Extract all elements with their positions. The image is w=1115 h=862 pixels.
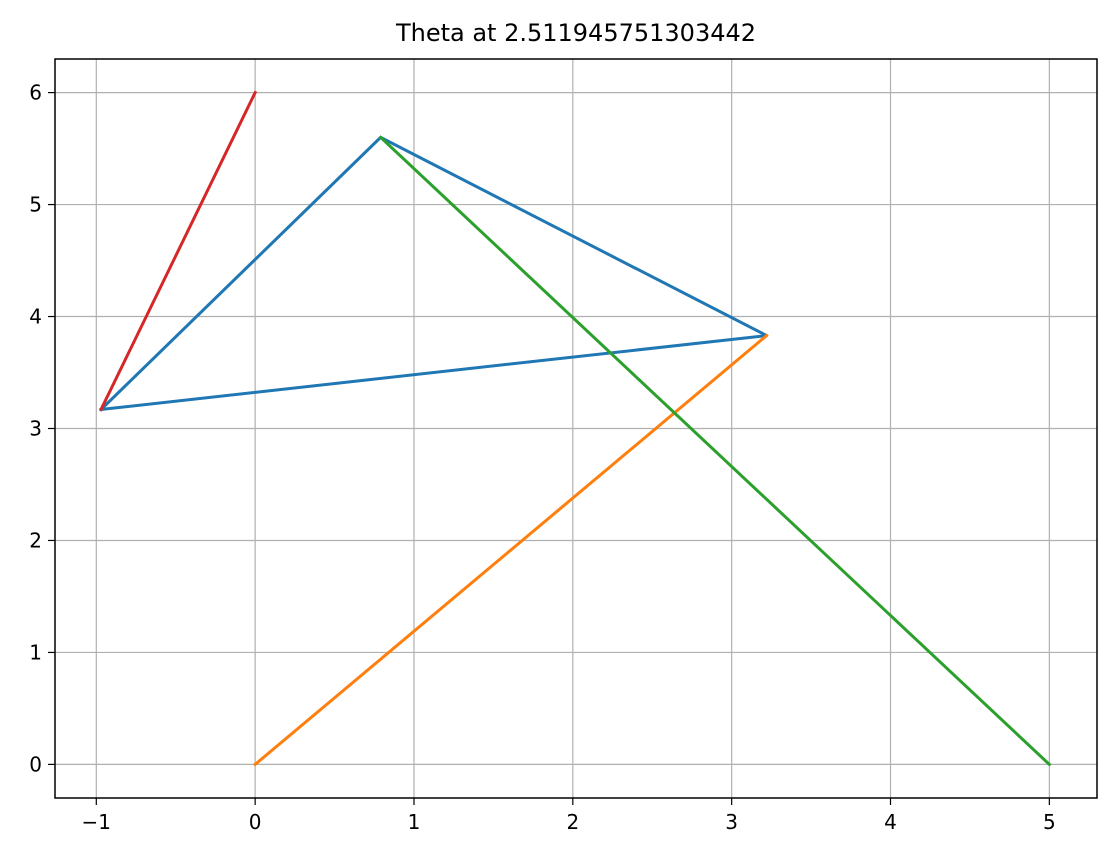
grid-layer [55,59,1097,798]
x-tick-label: 5 [1043,810,1056,834]
series-line-3 [378,135,1052,767]
x-tick-label: 3 [725,810,738,834]
x-tick-label: −1 [82,810,111,834]
series-line-4 [99,90,258,412]
x-tick-label: 1 [408,810,421,834]
series-layer [98,90,1052,767]
tick-layer: −1 0 1 2 3 4 5 0 1 2 3 4 5 6 [29,81,1055,834]
y-tick-label: 3 [29,417,42,441]
series-line-2 [253,333,769,767]
y-tick-label: 1 [29,640,42,664]
y-tick-label: 4 [29,305,42,329]
y-tick-label: 6 [29,81,42,105]
x-tick-label: 4 [884,810,897,834]
y-tick-label: 0 [29,752,42,776]
x-tick-label: 2 [566,810,579,834]
y-tick-label: 5 [29,193,42,217]
series-line-1 [98,135,769,412]
x-tick-label: 0 [249,810,262,834]
chart-title: Theta at 2.511945751303442 [395,19,756,47]
y-tick-label: 2 [29,528,42,552]
